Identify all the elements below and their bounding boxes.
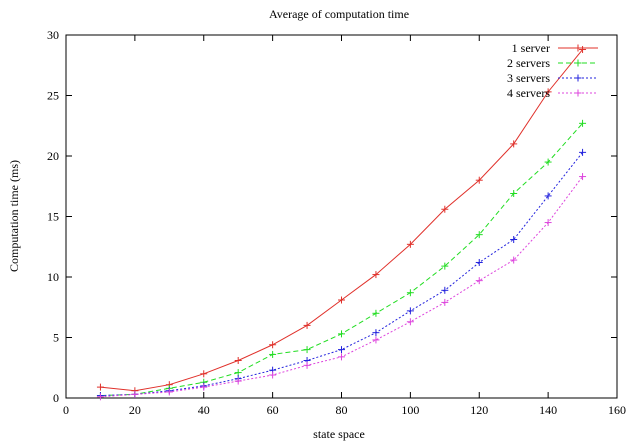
- data-point: [234, 369, 242, 377]
- data-point: [544, 88, 552, 96]
- y-tick-label: 0: [53, 391, 59, 405]
- series-4-servers: [96, 173, 587, 401]
- legend-entry: 2 servers: [507, 56, 598, 70]
- x-tick-label: 60: [267, 403, 279, 417]
- x-tick-label: 20: [129, 403, 141, 417]
- data-point: [510, 140, 518, 148]
- x-tick-label: 80: [336, 403, 348, 417]
- series-line: [100, 49, 583, 392]
- x-axis-label: state space: [313, 427, 365, 441]
- x-tick-label: 0: [63, 403, 69, 417]
- series-1-server: [96, 46, 587, 395]
- data-point: [475, 231, 483, 239]
- y-tick-label: 5: [53, 331, 59, 345]
- data-point: [441, 262, 449, 270]
- legend-entry: 1 server: [512, 41, 598, 55]
- legend-entry: 4 servers: [507, 86, 598, 100]
- data-point: [338, 353, 345, 361]
- data-point: [96, 383, 104, 391]
- y-tick-label: 15: [47, 210, 59, 224]
- data-point: [269, 341, 277, 349]
- data-point: [510, 235, 518, 243]
- data-point: [303, 346, 311, 354]
- data-point: [406, 289, 414, 297]
- data-point: [96, 393, 104, 401]
- data-point: [406, 240, 414, 248]
- data-point: [338, 346, 345, 354]
- data-point: [510, 190, 518, 198]
- data-point: [372, 329, 380, 337]
- data-point: [234, 356, 242, 364]
- data-point: [269, 350, 277, 358]
- data-point: [579, 148, 587, 156]
- data-point: [303, 321, 311, 329]
- data-point: [269, 371, 277, 379]
- data-point: [338, 330, 345, 338]
- data-point: [406, 307, 414, 315]
- x-tick-label: 40: [198, 403, 210, 417]
- data-point: [579, 46, 587, 54]
- data-point: [475, 258, 483, 266]
- y-tick-label: 10: [47, 270, 59, 284]
- data-point: [475, 277, 483, 285]
- legend-label: 3 servers: [507, 71, 550, 85]
- x-tick-label: 120: [470, 403, 488, 417]
- y-tick-label: 25: [47, 89, 59, 103]
- data-point: [303, 361, 311, 369]
- series-3-servers: [96, 148, 587, 400]
- chart-title: Average of computation time: [269, 7, 409, 21]
- data-point: [406, 318, 414, 326]
- data-point: [579, 173, 587, 181]
- data-point: [165, 388, 173, 396]
- legend-entry: 3 servers: [507, 71, 598, 85]
- series-group: [96, 46, 587, 401]
- data-point: [234, 377, 242, 385]
- data-point: [544, 158, 552, 166]
- data-point: [338, 296, 345, 304]
- axes: 0 20 40 60 80 100 120 140 160 0 5 10 15 20 25 30: [47, 28, 626, 417]
- x-tick-label: 160: [608, 403, 626, 417]
- data-point: [579, 119, 587, 127]
- legend-label: 2 servers: [507, 56, 550, 70]
- data-point: [441, 286, 449, 294]
- data-point: [441, 205, 449, 213]
- x-tick-label: 100: [401, 403, 419, 417]
- series-line: [100, 176, 583, 398]
- data-point: [475, 176, 483, 184]
- y-tick-label: 20: [47, 149, 59, 163]
- y-axis-label: Computation time (ms): [7, 160, 21, 272]
- data-point: [200, 383, 208, 391]
- x-tick-label: 140: [539, 403, 557, 417]
- data-point: [131, 390, 139, 398]
- y-tick-label: 30: [47, 28, 59, 42]
- data-point: [372, 309, 380, 317]
- legend-label: 1 server: [512, 41, 550, 55]
- data-point: [200, 370, 208, 378]
- data-point: [544, 192, 552, 200]
- data-point: [372, 336, 380, 344]
- data-point: [372, 271, 380, 279]
- data-point: [441, 298, 449, 306]
- data-point: [544, 219, 552, 227]
- data-point: [510, 256, 518, 264]
- legend-label: 4 servers: [507, 86, 550, 100]
- series-line: [100, 152, 583, 397]
